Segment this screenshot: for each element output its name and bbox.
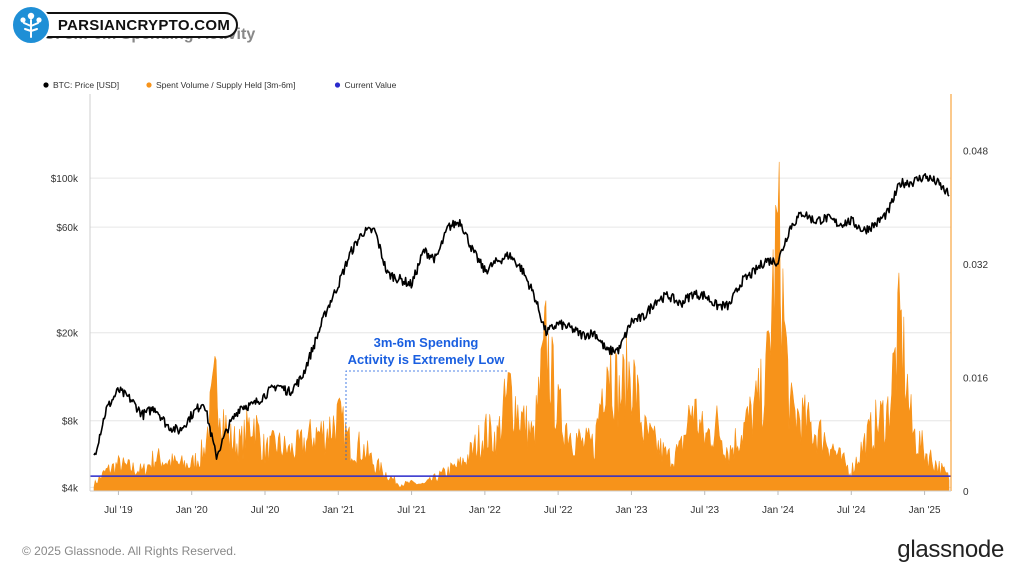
- x-tick-label: Jul '24: [837, 505, 866, 516]
- x-tick-label: Jan '25: [909, 505, 941, 516]
- legend-marker: [146, 82, 152, 88]
- annotation-text: 3m-6m Spending: [374, 335, 479, 350]
- x-tick-label: Jul '22: [544, 505, 573, 516]
- x-tick-label: Jan '20: [176, 505, 208, 516]
- watermark-badge: PARSIANCRYPTO.COM: [10, 5, 238, 45]
- annotation-bracket: [345, 370, 507, 460]
- annotation-text: Activity is Extremely Low: [348, 352, 506, 367]
- footer-brand-logo: glassnode: [897, 536, 1004, 563]
- plot-area: [90, 161, 951, 492]
- x-tick-label: Jan '21: [322, 505, 354, 516]
- series-btc-price-line: [93, 173, 950, 460]
- legend-label: Spent Volume / Supply Held [3m-6m]: [156, 80, 295, 90]
- y-right-tick-label: 0: [963, 487, 969, 498]
- annotation: 3m-6m Spending Activity is Extremely Low: [345, 335, 507, 460]
- x-tick-label: Jul '19: [104, 505, 133, 516]
- x-tick-label: Jan '24: [762, 505, 794, 516]
- legend-marker: [334, 82, 341, 88]
- x-tick-label: Jul '23: [690, 505, 719, 516]
- watermark-text: PARSIANCRYPTO.COM: [28, 12, 238, 38]
- y-right-tick-label: 0.048: [963, 147, 988, 158]
- x-tick-label: Jan '23: [615, 505, 647, 516]
- legend-label: BTC: Price [USD]: [53, 80, 119, 90]
- series-spent-volume-area: [93, 161, 950, 492]
- legend-label: Current Value: [345, 80, 397, 90]
- y-right-tick-label: 0.032: [963, 260, 988, 271]
- y-left-tick-label: $20k: [56, 329, 79, 340]
- axes: $4k $8k $20k $60k $100k 0 0.016 0.032 0.048 Jul '…: [51, 94, 988, 516]
- footer-copyright: © 2025 Glassnode. All Rights Reserved.: [22, 544, 237, 558]
- legend: BTC: Price [USD] Spent Volume / Supply He…: [43, 80, 397, 90]
- x-tick-label: Jan '22: [469, 505, 501, 516]
- y-left-tick-label: $4k: [62, 483, 79, 494]
- x-tick-label: Jul '20: [251, 505, 280, 516]
- x-tick-label: Jul '21: [397, 505, 426, 516]
- y-right-tick-label: 0.016: [963, 374, 988, 385]
- legend-marker: [43, 82, 49, 88]
- y-left-tick-label: $60k: [56, 223, 79, 234]
- y-left-tick-label: $8k: [62, 417, 79, 428]
- y-left-tick-label: $100k: [51, 174, 79, 185]
- tree-people-icon: [11, 5, 51, 45]
